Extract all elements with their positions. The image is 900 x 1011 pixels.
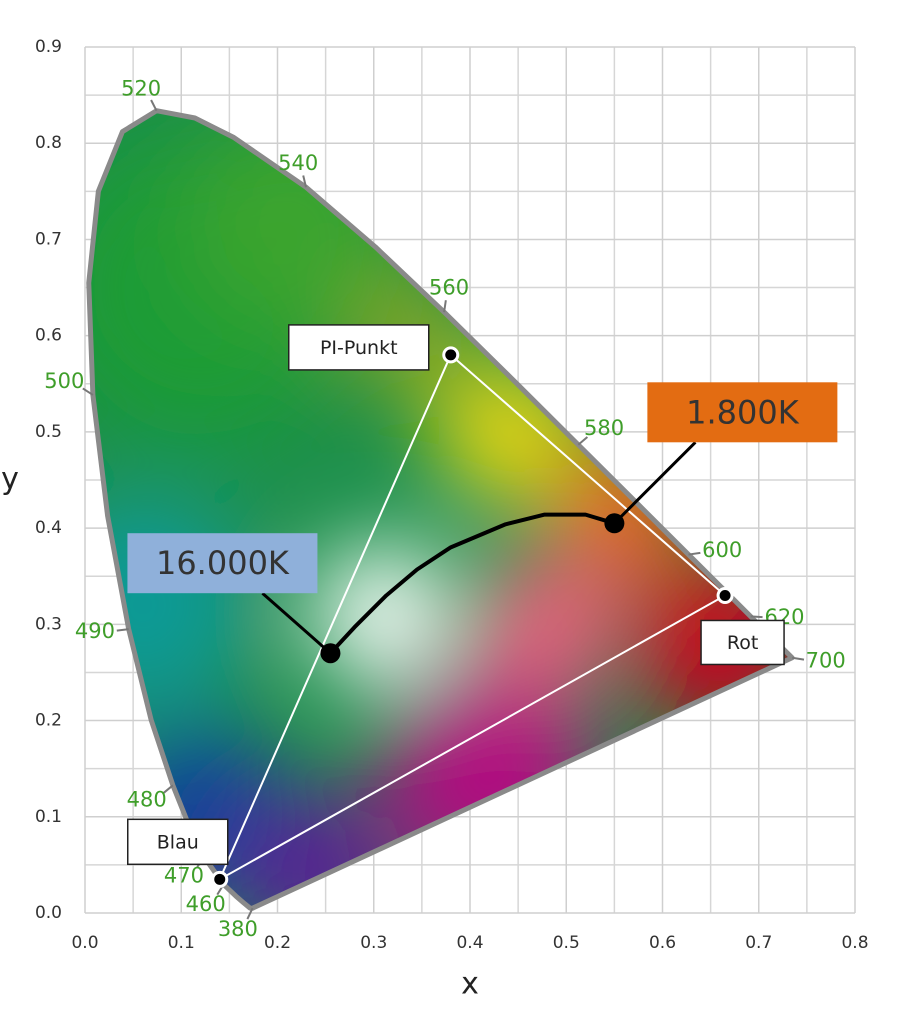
y-tick-label: 0.1 [35,807,62,827]
temperature-label: 1.800K [686,393,800,431]
y-tick-label: 0.3 [35,614,62,634]
x-tick-label: 0.4 [456,933,483,953]
x-tick-label: 0.2 [264,933,291,953]
blob [477,554,617,695]
planck-curve [328,512,617,656]
point [211,870,229,888]
wavelength-label: 520 [121,76,161,100]
wavelength-tick [750,615,763,619]
x-tick-label: 0.5 [553,933,580,953]
wavelength-label: 560 [429,275,469,299]
blob [236,794,396,909]
point [716,586,734,604]
x-tick-label: 0.1 [168,933,195,953]
x-tick-label: 0.6 [649,933,676,953]
wavelength-tick [791,656,805,661]
wavelength-label: 470 [164,864,204,888]
x-tick-label: 0.0 [71,933,98,953]
wavelength-label: 600 [702,538,742,562]
y-tick-label: 0.9 [35,37,62,57]
y-tick-label: 0.0 [35,903,62,923]
point-label-box [127,818,229,866]
point [442,346,460,364]
blob [438,361,579,502]
x-tick-label: 0.8 [841,933,868,953]
wavelength-label: 500 [44,369,84,393]
wavelength-label: 480 [127,788,167,812]
temperature-point [320,643,341,664]
point-label: Blau [157,831,199,853]
temperature-label: 16.000K [156,544,290,582]
leader-line [613,441,697,525]
y-tick-label: 0.5 [35,422,62,442]
gamut-triangle [217,353,727,882]
wavelength-tick [688,551,701,556]
wavelength-tick [443,300,447,313]
y-tick-label: 0.4 [35,518,62,538]
wavelength-tick [302,175,307,188]
wavelength-label: 460 [186,892,226,916]
x-tick-label: 0.7 [745,933,772,953]
wavelength-tick [82,387,94,396]
point-label-box [288,324,430,371]
point-label: PI-Punkt [320,337,398,359]
temperature-box [647,382,838,443]
wavelength-tick [577,436,589,446]
leader-line [261,592,332,655]
y-tick-label: 0.2 [35,711,62,731]
x-tick-label: 0.3 [360,933,387,953]
y-tick-label: 0.8 [35,133,62,153]
point-label-box [700,619,785,666]
wavelength-label: 380 [218,917,258,941]
y-tick-label: 0.7 [35,229,62,249]
wavelength-label: 540 [278,151,318,175]
wavelength-label: 700 [806,649,846,673]
y-axis-label: y [1,462,19,497]
temperature-box [127,533,318,594]
wavelength-tick [150,99,158,112]
point-label: Rot [727,632,758,654]
wavelength-tick [116,628,129,632]
x-axis-label: x [461,967,479,1002]
blob [313,544,454,685]
wavelength-label: 580 [584,416,624,440]
temperature-point [604,513,625,534]
wavelength-tick [162,784,174,794]
wavelength-label: 490 [75,619,115,643]
blob [554,438,694,579]
wavelength-tick [246,907,254,920]
y-tick-label: 0.6 [35,326,62,346]
